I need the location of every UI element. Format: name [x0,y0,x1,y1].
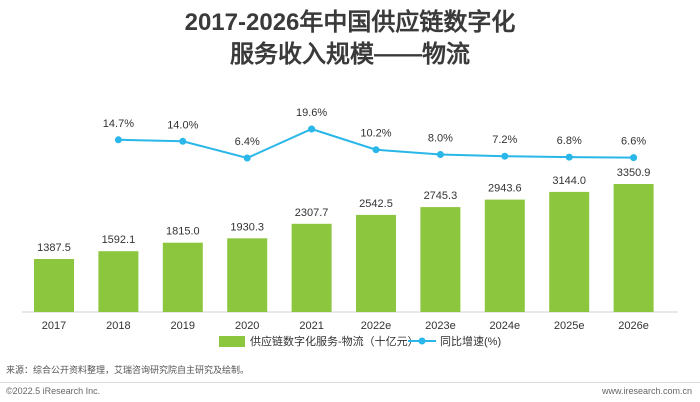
growth-point-2023e [436,151,444,158]
x-tick-2018: 2018 [106,320,130,332]
bar-label-2021: 2307.7 [295,207,329,219]
legend-bar-swatch [219,336,245,347]
bar-label-2017: 1387.5 [37,242,71,254]
growth-label-2022e: 10.2% [360,128,391,140]
bar-2023e [420,207,461,312]
x-axis-tick-labels: 2017 2018 2019 2020 2021 2022e 2023e 2024e 2025e… [42,320,649,332]
bar-label-2019: 1815.0 [166,226,200,238]
copyright: ©2022.5 iResearch Inc. [6,386,101,396]
bar-2019 [162,242,203,312]
bar-value-labels: 1387.5 1592.1 1815.0 1930.3 2307.7 2542.5 2745… [37,167,650,254]
x-tick-2022e: 2022e [361,320,392,332]
growth-label-2025e: 6.8% [557,135,582,147]
legend-line-label: 同比增速(%) [440,334,501,348]
growth-point-2020 [243,154,251,162]
bar-label-2023e: 2745.3 [424,190,458,202]
legend-bar-label: 供应链数字化服务-物流（十亿元） [250,334,419,348]
footer-divider [0,382,700,383]
growth-label-2021: 19.6% [296,107,327,119]
bar-2024e [484,199,525,312]
bar-2022e [356,214,396,312]
x-tick-2019: 2019 [171,320,195,332]
bar-2018 [98,251,139,312]
bar-2020 [227,238,268,312]
bar-label-2022e: 2542.5 [359,198,393,210]
growth-rate-points [114,125,638,162]
bar-2017 [34,259,74,312]
bar-label-2024e: 2943.6 [488,183,522,195]
growth-rate-labels: 14.7% 14.0% 6.4% 19.6% 10.2% 8.0% 7.2% 6.8% 6.6% [103,107,647,148]
source-note: 来源：综合公开资料整理，艾瑞咨询研究院自主研究及绘制。 [6,365,250,375]
growth-label-2026e: 6.6% [621,136,646,148]
chart-title-line-1: 2017-2026年中国供应链数字化 [184,9,516,36]
legend-line-marker [418,337,426,345]
growth-point-2018 [114,136,122,144]
chart-title-line-2: 服务收入规模——物流 [230,41,470,68]
growth-label-2024e: 7.2% [492,134,517,146]
x-tick-2020: 2020 [235,320,259,332]
website-link[interactable]: www.iresearch.com.cn [601,386,692,396]
growth-point-2019 [179,137,187,145]
x-tick-2023e: 2023e [425,320,456,332]
bar-label-2018: 1592.1 [102,234,136,246]
growth-point-2025e [565,153,573,161]
bar-2021 [291,223,332,312]
legend: 供应链数字化服务-物流（十亿元） 同比增速(%) [219,334,501,348]
growth-point-2021 [308,125,316,133]
bar-2025e [549,191,590,312]
x-tick-2024e: 2024e [490,320,521,332]
growth-label-2019: 14.0% [167,119,198,131]
x-tick-2021: 2021 [299,320,323,332]
bar-label-2020: 1930.3 [230,221,264,233]
growth-point-2022e [372,146,380,154]
bar-2026e [613,184,654,312]
x-tick-2026e: 2026e [618,320,649,332]
growth-label-2023e: 8.0% [428,133,453,145]
bar-series [34,184,654,312]
bar-label-2026e: 3350.9 [617,167,651,179]
bar-label-2025e: 3144.0 [552,175,586,187]
x-tick-2025e: 2025e [554,320,585,332]
growth-label-2018: 14.7% [103,118,134,130]
growth-point-2024e [501,152,509,160]
growth-point-2026e [630,154,638,162]
x-tick-2017: 2017 [42,320,66,332]
growth-label-2020: 6.4% [235,136,260,148]
